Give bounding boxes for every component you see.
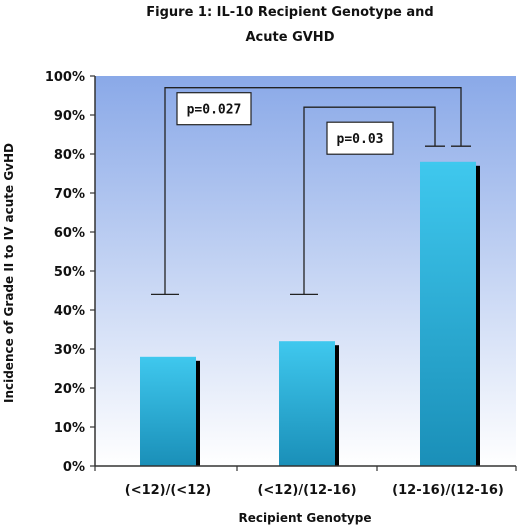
significance-brackets: p=0.027 p=0.03 <box>151 87 471 296</box>
chart-title-line-2: Acute GVHD <box>246 30 335 45</box>
y-tick-label: 60% <box>54 226 85 241</box>
bar <box>420 161 476 467</box>
x-axis-title: Recipient Genotype <box>239 511 372 525</box>
y-tick-label: 10% <box>54 421 85 436</box>
y-tick-label: 30% <box>54 343 85 358</box>
y-tick-label: 70% <box>54 187 85 202</box>
y-tick-label: 90% <box>54 109 85 124</box>
significance-bracket <box>164 87 462 295</box>
x-tick-label: (<12)/(<12) <box>125 483 211 498</box>
p-value-box <box>326 121 394 155</box>
p-value-label: p=0.027 <box>187 103 242 118</box>
x-tick-label: (<12)/(12-16) <box>257 483 356 498</box>
y-axis-title: Incidence of Grade II to IV acute GvHD <box>2 143 16 403</box>
bar <box>279 341 335 466</box>
y-tick-label: 20% <box>54 382 85 397</box>
p-value-label: p=0.03 <box>337 132 384 147</box>
y-tick-label: 40% <box>54 304 85 319</box>
bars <box>140 161 480 467</box>
bar <box>140 356 196 466</box>
y-axis-ticks: 0% 10% 20% 30% 40% 50% 60% 70% 80% 90% 100% <box>45 70 95 475</box>
y-tick-label: 80% <box>54 148 85 163</box>
x-tick-label: (12-16)/(12-16) <box>392 483 504 498</box>
y-tick-label: 0% <box>63 460 85 475</box>
y-tick-label: 100% <box>45 70 85 85</box>
p-value-box <box>176 92 252 126</box>
significance-bracket <box>303 106 436 295</box>
chart-title-line-1: Figure 1: IL-10 Recipient Genotype and <box>146 5 433 20</box>
x-axis-ticks: (<12)/(<12) (<12)/(12-16) (12-16)/(12-16) <box>94 466 517 498</box>
y-tick-label: 50% <box>54 265 85 280</box>
